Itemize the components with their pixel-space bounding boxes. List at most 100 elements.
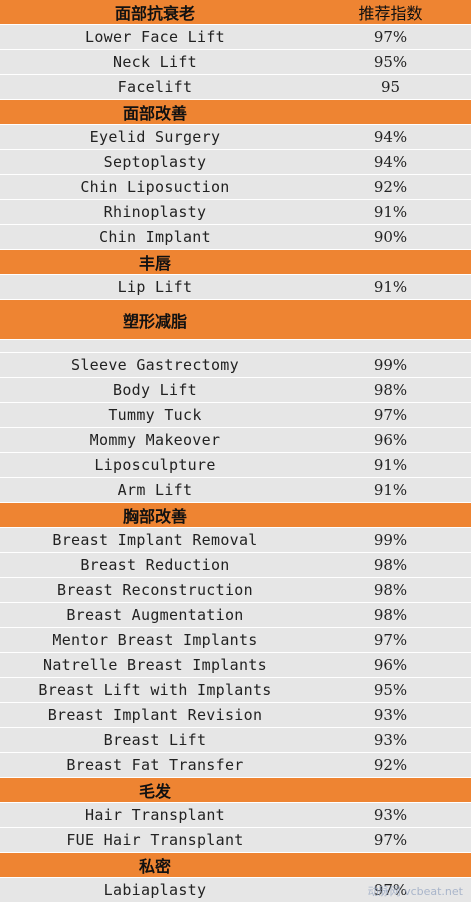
table-row: Breast Implant Revision 93% (0, 703, 471, 728)
recommend-score: 96% (373, 431, 408, 449)
recommend-score: 99% (373, 356, 408, 374)
table-row: Rhinoplasty 91% (0, 200, 471, 225)
procedure-name: Breast Implant Removal (52, 531, 258, 549)
section-header: 塑形减脂 (0, 300, 471, 340)
procedure-name: Lower Face Lift (85, 28, 225, 46)
recommend-score: 98% (373, 381, 408, 399)
table-row: Breast Fat Transfer 92% (0, 753, 471, 778)
procedure-name: Labiaplasty (103, 881, 207, 899)
table-row: Septoplasty 94% (0, 150, 471, 175)
procedure-name: Eyelid Surgery (89, 128, 221, 146)
header-score: 推荐指数 (358, 4, 423, 23)
section-header: 面部改善 (0, 100, 471, 125)
recommend-score: 93% (373, 806, 408, 824)
recommend-score: 90% (373, 228, 408, 246)
procedure-name: Sleeve Gastrectomy (71, 356, 239, 374)
table-row: Facelift 95 (0, 75, 471, 100)
recommend-score: 97% (373, 831, 408, 849)
recommend-score: 97% (373, 28, 408, 46)
procedure-name: Chin Implant (99, 228, 211, 246)
table-row: Breast Reduction 98% (0, 553, 471, 578)
recommend-score: 98% (373, 556, 408, 574)
sections-container: Lower Face Lift 97% Neck Lift 95% Facelift 95… (0, 25, 471, 903)
recommend-score: 92% (373, 178, 408, 196)
watermark-logo: 动脉网 vcbeat.net (367, 885, 463, 898)
procedure-name: Rhinoplasty (103, 203, 207, 221)
table-row: Neck Lift 95% (0, 50, 471, 75)
table-row: Liposculpture 91% (0, 453, 471, 478)
section-header: 私密 (0, 853, 471, 878)
procedure-name: Breast Reconstruction (57, 581, 253, 599)
procedure-name: Tummy Tuck (108, 406, 202, 424)
table-row: Lip Lift 91% (0, 275, 471, 300)
table-header: 面部抗衰老 推荐指数 (0, 0, 471, 25)
table-row: Natrelle Breast Implants 96% (0, 653, 471, 678)
recommend-score: 98% (373, 581, 408, 599)
header-category: 面部抗衰老 (114, 4, 195, 23)
recommend-score: 92% (373, 756, 408, 774)
recommend-score: 96% (373, 656, 408, 674)
procedure-name: Breast Reduction (80, 556, 230, 574)
section-title: 塑形减脂 (122, 311, 187, 331)
table-row: Chin Implant 90% (0, 225, 471, 250)
recommend-score: 94% (373, 153, 408, 171)
recommend-score: 99% (373, 531, 408, 549)
recommend-score: 97% (373, 631, 408, 649)
recommend-score: 91% (373, 481, 408, 499)
section-title: 面部改善 (122, 104, 187, 123)
procedure-name: Mentor Breast Implants (52, 631, 258, 649)
recommend-score: 91% (373, 456, 408, 474)
table-row: Tummy Tuck 97% (0, 403, 471, 428)
procedure-name: Lip Lift (117, 278, 193, 296)
section-spacer (0, 340, 471, 353)
table-row: Lower Face Lift 97% (0, 25, 471, 50)
table-row: Breast Lift with Implants 95% (0, 678, 471, 703)
table-row: Breast Implant Removal 99% (0, 528, 471, 553)
recommend-score: 97% (373, 406, 408, 424)
procedure-name: Breast Lift with Implants (38, 681, 272, 699)
recommend-score: 93% (373, 731, 408, 749)
procedure-name: Chin Liposuction (80, 178, 230, 196)
recommend-score: 94% (373, 128, 408, 146)
recommend-score: 93% (373, 706, 408, 724)
procedure-name: Body Lift (113, 381, 197, 399)
procedure-name: Breast Fat Transfer (66, 756, 244, 774)
procedure-name: Arm Lift (117, 481, 193, 499)
section-title: 胸部改善 (122, 507, 187, 526)
procedure-name: Neck Lift (113, 53, 197, 71)
procedure-name: FUE Hair Transplant (66, 831, 244, 849)
table-row: Mentor Breast Implants 97% (0, 628, 471, 653)
section-header: 胸部改善 (0, 503, 471, 528)
table-row: Mommy Makeover 96% (0, 428, 471, 453)
procedure-name: Facelift (117, 78, 193, 96)
section-header: 丰唇 (0, 250, 471, 275)
procedure-name: Breast Augmentation (66, 606, 244, 624)
procedure-name: Breast Implant Revision (47, 706, 263, 724)
recommend-score: 98% (373, 606, 408, 624)
table-row: Breast Lift 93% (0, 728, 471, 753)
procedure-name: Natrelle Breast Implants (43, 656, 267, 674)
table-row: Chin Liposuction 92% (0, 175, 471, 200)
table-row: Sleeve Gastrectomy 99% (0, 353, 471, 378)
procedure-name: Hair Transplant (85, 806, 225, 824)
table-row: Body Lift 98% (0, 378, 471, 403)
procedure-name: Septoplasty (103, 153, 207, 171)
recommend-score: 91% (373, 203, 408, 221)
recommend-score: 95% (373, 53, 408, 71)
procedure-name: Breast Lift (103, 731, 207, 749)
table-row: FUE Hair Transplant 97% (0, 828, 471, 853)
recommend-score: 91% (373, 278, 408, 296)
table-row: Arm Lift 91% (0, 478, 471, 503)
procedure-name: Liposculpture (94, 456, 216, 474)
section-title: 丰唇 (138, 254, 171, 273)
table-row: Eyelid Surgery 94% (0, 125, 471, 150)
procedure-name: Mommy Makeover (89, 431, 221, 449)
table-row: Breast Reconstruction 98% (0, 578, 471, 603)
section-header: 毛发 (0, 778, 471, 803)
table-row: Hair Transplant 93% (0, 803, 471, 828)
section-title: 私密 (138, 857, 171, 876)
table-row: Breast Augmentation 98% (0, 603, 471, 628)
recommend-score: 95% (373, 681, 408, 699)
section-title: 毛发 (138, 782, 171, 801)
